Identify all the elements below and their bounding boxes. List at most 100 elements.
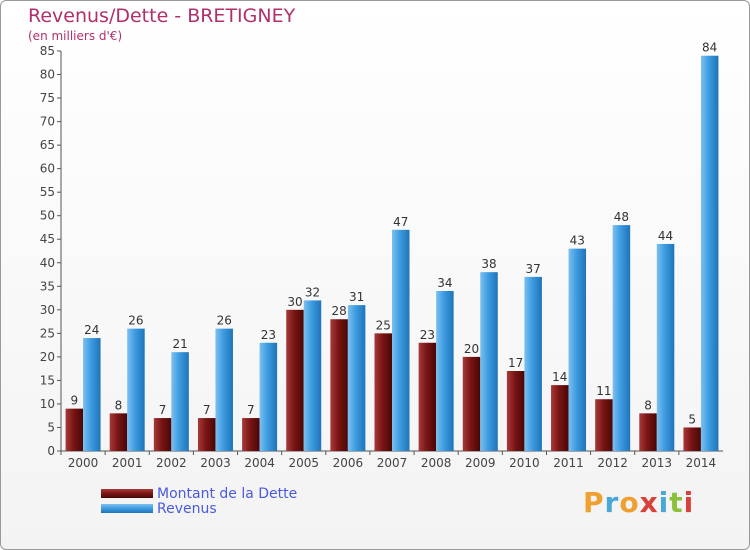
bar-revenus bbox=[700, 55, 719, 452]
bar-dette bbox=[197, 418, 216, 451]
bar-dette bbox=[462, 356, 481, 451]
x-axis: 2000 2001 2002 2003 2004 2005 2006 2007 2008 2009… bbox=[60, 450, 723, 470]
y-tick-label: 45 bbox=[40, 232, 55, 246]
x-tick-label: 2002 bbox=[156, 456, 187, 470]
data-label-revenus: 37 bbox=[526, 262, 541, 276]
y-tick-label: 70 bbox=[40, 115, 55, 129]
bar-dette bbox=[286, 309, 304, 451]
y-tick-label: 20 bbox=[40, 350, 55, 364]
x-tick-label: 2009 bbox=[465, 456, 496, 470]
data-label-revenus: 44 bbox=[658, 229, 673, 243]
y-tick-label: 30 bbox=[40, 303, 55, 317]
data-label-revenus: 47 bbox=[393, 215, 408, 229]
legend-swatch-revenus bbox=[101, 504, 153, 513]
bar-revenus bbox=[392, 229, 410, 451]
data-label-dette: 7 bbox=[247, 403, 255, 417]
legend: Montant de la Dette Revenus bbox=[101, 485, 298, 517]
legend-label-revenus: Revenus bbox=[157, 500, 217, 517]
bar-dette bbox=[242, 418, 260, 451]
bar-revenus bbox=[347, 305, 366, 451]
data-label-dette: 14 bbox=[552, 370, 567, 384]
legend-swatch-dette bbox=[101, 489, 153, 498]
x-tick-label: 2006 bbox=[333, 456, 364, 470]
bar-revenus bbox=[480, 272, 498, 451]
bar-dette bbox=[683, 427, 701, 451]
data-label-revenus: 32 bbox=[305, 285, 320, 299]
bar-dette bbox=[506, 371, 525, 451]
x-tick-label: 2011 bbox=[553, 456, 584, 470]
data-label-dette: 25 bbox=[376, 318, 391, 332]
bar-revenus bbox=[259, 342, 278, 451]
y-tick-label: 55 bbox=[40, 185, 55, 199]
bar-revenus bbox=[127, 328, 145, 451]
logo-letter: i bbox=[683, 486, 695, 519]
data-label-dette: 17 bbox=[508, 356, 523, 370]
logo-letter: t bbox=[669, 486, 684, 519]
x-tick-label: 2008 bbox=[421, 456, 452, 470]
y-tick-label: 25 bbox=[40, 326, 55, 340]
bar-revenus bbox=[436, 291, 454, 451]
data-label-dette: 30 bbox=[287, 295, 302, 309]
legend-item-dette: Montant de la Dette bbox=[101, 485, 298, 502]
y-tick-label: 50 bbox=[40, 209, 55, 223]
x-tick-label: 2003 bbox=[200, 456, 231, 470]
logo-letter: x bbox=[639, 486, 659, 519]
x-tick-label: 2004 bbox=[244, 456, 275, 470]
data-label-revenus: 31 bbox=[349, 290, 364, 304]
x-tick-label: 2014 bbox=[686, 456, 717, 470]
data-label-revenus: 43 bbox=[570, 234, 585, 248]
data-label-revenus: 26 bbox=[217, 314, 232, 328]
logo-letter: i bbox=[658, 486, 670, 519]
legend-label-dette: Montant de la Dette bbox=[157, 485, 298, 502]
data-label-dette: 7 bbox=[159, 403, 167, 417]
x-tick-label: 2001 bbox=[112, 456, 143, 470]
chart-title: Revenus/Dette - BRETIGNEY bbox=[28, 5, 296, 27]
bar-revenus bbox=[215, 328, 233, 451]
y-tick-label: 85 bbox=[40, 44, 55, 58]
data-label-revenus: 48 bbox=[614, 210, 629, 224]
y-tick-label: 0 bbox=[47, 444, 55, 458]
y-tick-label: 5 bbox=[47, 420, 55, 434]
bar-dette bbox=[153, 418, 172, 451]
y-axis: 0 5 10 15 20 25 30 35 40 45 50 55 60 65 70 75 80 85 bbox=[40, 44, 62, 458]
bar-revenus bbox=[568, 248, 587, 451]
y-tick-label: 40 bbox=[40, 256, 55, 270]
bar-dette bbox=[65, 408, 84, 451]
data-label-dette: 28 bbox=[331, 304, 346, 318]
data-label-revenus: 84 bbox=[702, 41, 717, 55]
bar-dette bbox=[418, 342, 437, 451]
bar-revenus bbox=[656, 243, 675, 451]
bar-dette bbox=[595, 399, 613, 451]
bar-revenus bbox=[303, 300, 322, 451]
chart-subtitle: (en milliers d'€) bbox=[28, 29, 123, 43]
logo-letter: P bbox=[583, 486, 605, 519]
bar-dette bbox=[639, 413, 657, 451]
bar-revenus bbox=[524, 276, 542, 451]
y-tick-label: 15 bbox=[40, 373, 55, 387]
logo-letter: r bbox=[604, 486, 620, 519]
data-label-revenus: 21 bbox=[172, 337, 187, 351]
x-tick-label: 2000 bbox=[68, 456, 99, 470]
proxiti-logo: Proxiti bbox=[583, 486, 694, 519]
legend-item-revenus: Revenus bbox=[101, 500, 297, 517]
y-tick-label: 75 bbox=[40, 91, 55, 105]
data-label-dette: 20 bbox=[464, 342, 479, 356]
bar-dette bbox=[374, 333, 392, 451]
data-label-dette: 8 bbox=[644, 398, 652, 412]
x-tick-label: 2012 bbox=[597, 456, 628, 470]
y-tick-label: 65 bbox=[40, 138, 55, 152]
data-label-revenus: 23 bbox=[261, 328, 276, 342]
bar-dette bbox=[109, 413, 128, 451]
data-label-revenus: 34 bbox=[437, 276, 452, 290]
x-tick-label: 2007 bbox=[377, 456, 408, 470]
bar-revenus bbox=[612, 225, 631, 451]
data-label-dette: 23 bbox=[420, 328, 435, 342]
x-tick-label: 2013 bbox=[642, 456, 673, 470]
data-label-revenus: 38 bbox=[481, 257, 496, 271]
data-label-dette: 8 bbox=[115, 398, 123, 412]
y-tick-label: 60 bbox=[40, 162, 55, 176]
data-label-revenus: 24 bbox=[84, 323, 99, 337]
